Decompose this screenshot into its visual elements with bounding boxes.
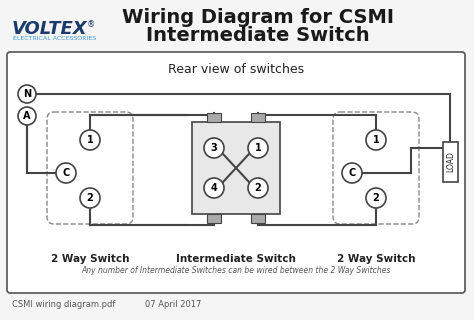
Bar bbox=[251, 113, 265, 122]
Text: 1: 1 bbox=[87, 135, 93, 145]
Text: LOAD: LOAD bbox=[446, 152, 455, 172]
Bar bbox=[443, 142, 458, 182]
Text: 1: 1 bbox=[373, 135, 379, 145]
Circle shape bbox=[204, 138, 224, 158]
Text: ELECTRICAL ACCESSORIES: ELECTRICAL ACCESSORIES bbox=[13, 36, 96, 41]
Circle shape bbox=[248, 178, 268, 198]
Circle shape bbox=[80, 130, 100, 150]
Bar bbox=[192, 122, 280, 214]
Bar bbox=[251, 214, 265, 223]
Text: 1: 1 bbox=[255, 143, 261, 153]
Text: A: A bbox=[23, 111, 31, 121]
Bar bbox=[207, 214, 221, 223]
Text: 2 Way Switch: 2 Way Switch bbox=[51, 254, 129, 264]
Circle shape bbox=[366, 130, 386, 150]
Circle shape bbox=[18, 85, 36, 103]
Text: C: C bbox=[63, 168, 70, 178]
Text: C: C bbox=[348, 168, 356, 178]
Text: ®: ® bbox=[87, 20, 95, 29]
Text: Intermediate Switch: Intermediate Switch bbox=[176, 254, 296, 264]
Text: 2: 2 bbox=[373, 193, 379, 203]
Text: VOLTEX: VOLTEX bbox=[12, 20, 88, 38]
Text: N: N bbox=[23, 89, 31, 99]
Text: Wiring Diagram for CSMI: Wiring Diagram for CSMI bbox=[122, 8, 394, 27]
Text: CSMI wiring diagram.pdf: CSMI wiring diagram.pdf bbox=[12, 300, 115, 309]
Text: Any number of Intermediate Switches can be wired between the 2 Way Switches: Any number of Intermediate Switches can … bbox=[81, 266, 391, 275]
Circle shape bbox=[56, 163, 76, 183]
Text: 07 April 2017: 07 April 2017 bbox=[145, 300, 201, 309]
Circle shape bbox=[248, 138, 268, 158]
Circle shape bbox=[80, 188, 100, 208]
Circle shape bbox=[204, 178, 224, 198]
Circle shape bbox=[366, 188, 386, 208]
FancyBboxPatch shape bbox=[7, 52, 465, 293]
Text: Intermediate Switch: Intermediate Switch bbox=[146, 26, 370, 45]
Text: 2 Way Switch: 2 Way Switch bbox=[337, 254, 415, 264]
Text: 2: 2 bbox=[87, 193, 93, 203]
Text: 2: 2 bbox=[255, 183, 261, 193]
Bar bbox=[207, 113, 221, 122]
Circle shape bbox=[18, 107, 36, 125]
Text: 3: 3 bbox=[210, 143, 218, 153]
Text: 4: 4 bbox=[210, 183, 218, 193]
Text: Rear view of switches: Rear view of switches bbox=[168, 63, 304, 76]
Circle shape bbox=[342, 163, 362, 183]
